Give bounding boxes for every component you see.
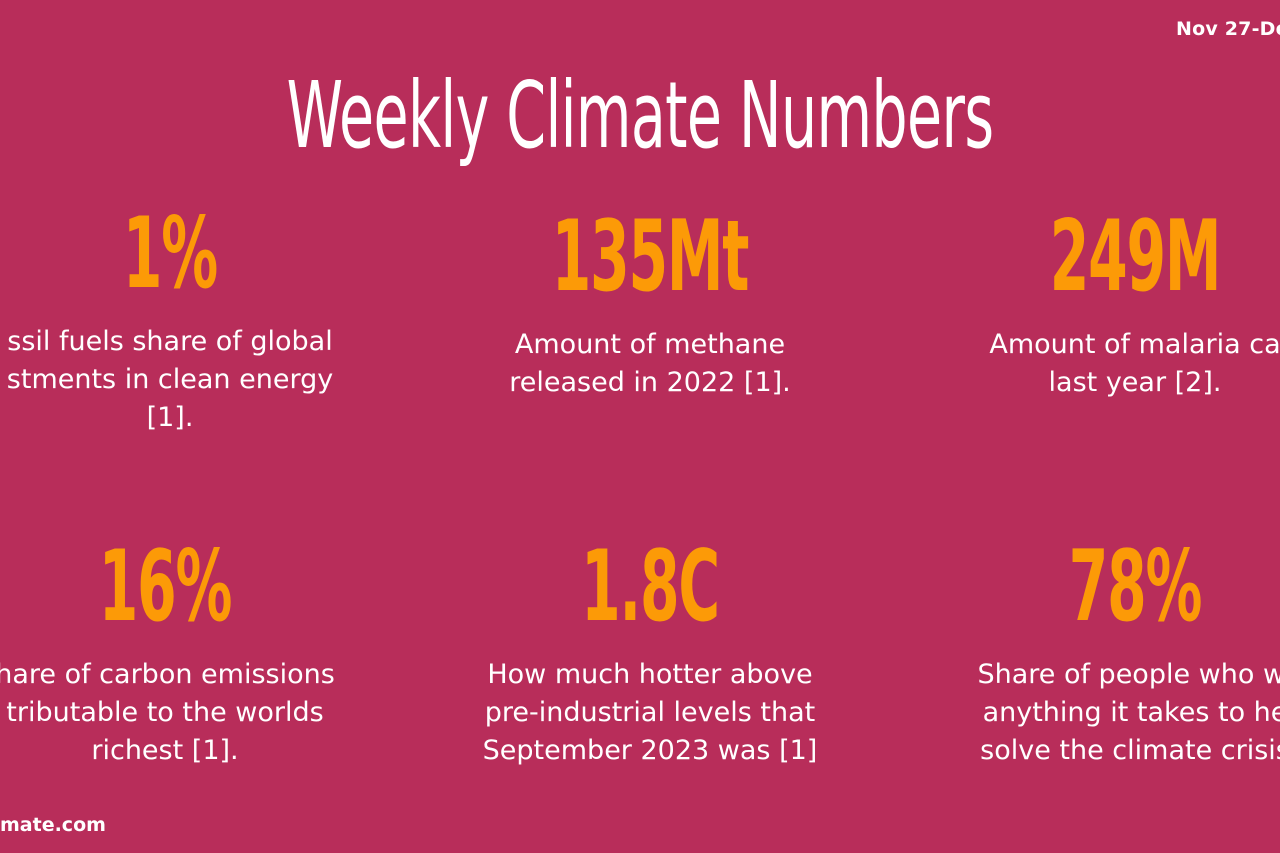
- stat-value: 1.8C: [581, 530, 720, 644]
- stat-value: 249M: [1049, 200, 1222, 314]
- stat-value: 1%: [122, 197, 218, 311]
- stat-card-malaria: 249M Amount of malaria ca last year [2].: [925, 208, 1280, 402]
- page-title: Weekly Climate Numbers: [286, 62, 994, 169]
- stat-description: Share of people who wi anything it takes…: [977, 659, 1280, 766]
- stat-card-temperature: 1.8C How much hotter above pre-industria…: [440, 538, 860, 770]
- stat-value: 135Mt: [551, 200, 750, 314]
- stat-card-carbon-emissions: 16% hare of carbon emissions tributable …: [0, 538, 375, 770]
- stat-description: ssil fuels share of global stments in cl…: [6, 326, 334, 433]
- date-range: Nov 27-De: [1176, 18, 1280, 40]
- stat-card-public-opinion: 78% Share of people who wi anything it t…: [925, 538, 1280, 770]
- stat-description: Amount of methane released in 2022 [1].: [509, 329, 791, 398]
- stat-value: 16%: [98, 530, 233, 644]
- stat-description: Amount of malaria ca last year [2].: [989, 329, 1280, 398]
- stat-description: How much hotter above pre-industrial lev…: [482, 659, 818, 766]
- stat-card-methane: 135Mt Amount of methane released in 2022…: [440, 208, 860, 402]
- stat-card-fossil-fuels: 1% ssil fuels share of global stments in…: [0, 205, 380, 437]
- stat-description: hare of carbon emissions tributable to t…: [0, 659, 335, 766]
- footer-site-link: mate.com: [0, 814, 106, 836]
- stat-value: 78%: [1068, 530, 1203, 644]
